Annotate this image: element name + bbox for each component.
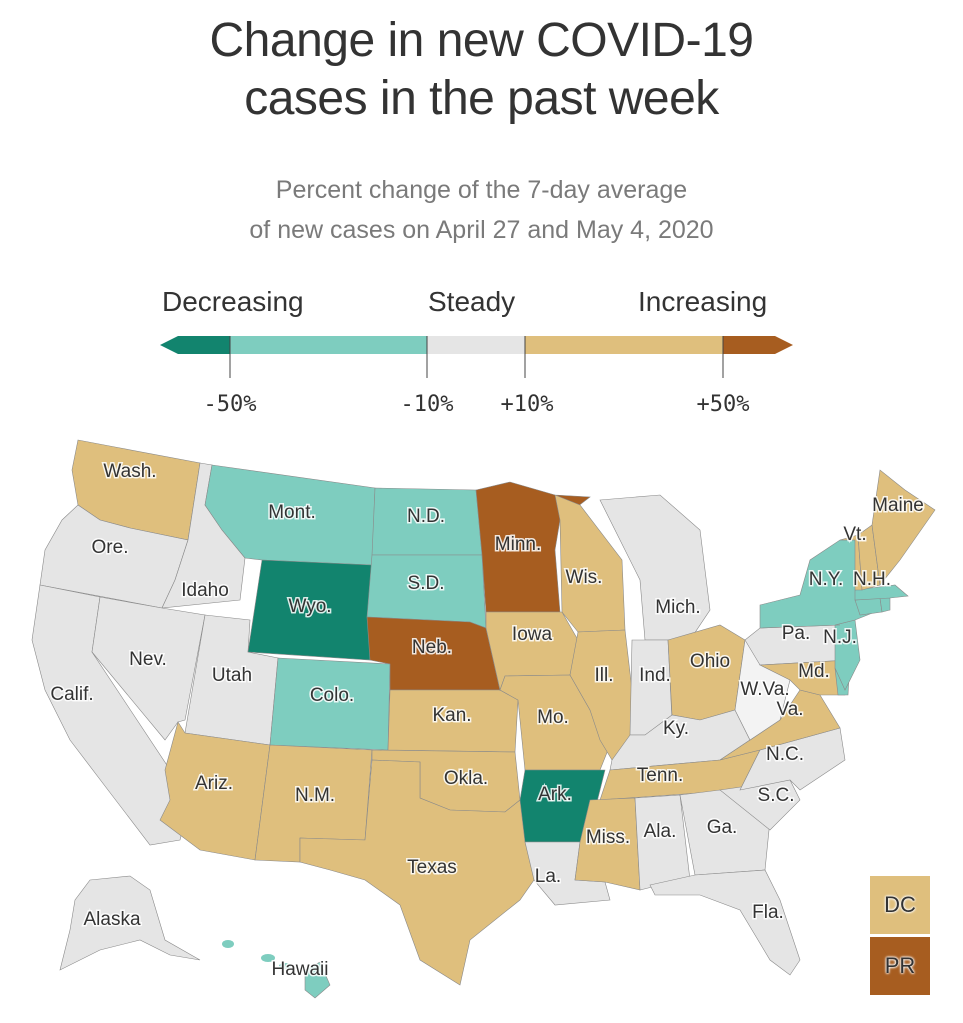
state-label-la: La. — [535, 866, 561, 887]
subtitle-line-1: Percent change of the 7-day average — [275, 176, 688, 204]
state-oh[interactable] — [667, 624, 746, 721]
state-label-ca: Calif. — [50, 684, 93, 705]
legend-bar: -50% -10% +10% +50% — [160, 336, 793, 417]
legend-bin-decrease — [230, 336, 427, 354]
state-label-tn: Tenn. — [637, 765, 683, 786]
state-nv[interactable] — [91, 596, 206, 741]
state-shapes — [31, 439, 936, 999]
state-label-in: Ind. — [639, 665, 671, 686]
state-label-ks: Kan. — [432, 705, 471, 726]
hawaii-island — [222, 940, 234, 948]
state-label-ms: Miss. — [586, 827, 630, 848]
territory-pr[interactable]: PR — [870, 937, 930, 995]
state-label-nv: Nev. — [129, 649, 167, 670]
state-label-or: Ore. — [92, 537, 129, 558]
subtitle-line-2: of new cases on April 27 and May 4, 2020 — [249, 216, 714, 244]
state-label-al: Ala. — [644, 821, 677, 842]
state-label-ar: Ark. — [538, 784, 572, 805]
state-label-pa: Pa. — [782, 623, 811, 644]
legend-label-increasing: Increasing — [638, 286, 768, 317]
state-label-oh: Ohio — [690, 651, 730, 672]
chart-subtitle: Percent change of the 7-day average of n… — [0, 170, 963, 250]
state-label-wy: Wyo. — [288, 596, 331, 617]
state-vt[interactable] — [839, 534, 863, 591]
state-label-mo: Mo. — [537, 707, 569, 728]
state-labels: Wash. Ore. Calif. Idaho Nev. Utah Ariz. Mont. Wy… — [49, 460, 926, 982]
state-label-wv: W.Va. — [740, 679, 789, 700]
state-label-nj: N.J. — [823, 627, 857, 648]
state-al[interactable] — [634, 794, 691, 891]
state-tx[interactable] — [299, 759, 535, 986]
state-label-az: Ariz. — [195, 773, 233, 794]
state-label-mn: Minn. — [495, 534, 541, 555]
legend-tick-label: -10% — [401, 392, 454, 417]
title-line-2: cases in the past week — [244, 72, 719, 125]
legend-tick-label: +50% — [697, 392, 750, 417]
state-label-mt: Mont. — [268, 502, 316, 523]
state-label-ny: N.Y. — [809, 569, 844, 590]
state-label-fl: Fla. — [752, 902, 784, 923]
hawaii-island — [261, 954, 275, 962]
state-fl[interactable] — [649, 869, 801, 976]
state-ma[interactable] — [854, 584, 909, 601]
state-label-co: Colo. — [310, 685, 354, 706]
state-hi[interactable] — [304, 961, 331, 999]
state-label-tx: Texas — [407, 857, 457, 878]
territory-dc-label: DC — [884, 892, 916, 917]
state-ct[interactable] — [854, 597, 883, 616]
state-label-ga: Ga. — [707, 817, 738, 838]
state-label-sd: S.D. — [408, 573, 445, 594]
state-ak[interactable] — [59, 875, 201, 971]
state-label-ky: Ky. — [663, 718, 689, 739]
state-label-nh: N.H. — [853, 569, 891, 590]
state-label-ia: Iowa — [512, 624, 553, 645]
us-map: Wash. Ore. Calif. Idaho Nev. Utah Ariz. Mont. Wy… — [31, 439, 936, 999]
state-ks[interactable] — [387, 689, 519, 753]
chart-title: Change in new COVID-19 cases in the past… — [0, 12, 963, 128]
state-label-wa: Wash. — [103, 461, 156, 482]
hawaii-island — [279, 963, 291, 969]
state-label-sc: S.C. — [758, 785, 795, 806]
state-me[interactable] — [871, 469, 936, 586]
territory-boxes: DC PR — [870, 876, 930, 998]
state-label-ut: Utah — [212, 665, 252, 686]
state-label-il: Ill. — [595, 665, 614, 686]
legend-label-decreasing: Decreasing — [162, 286, 304, 317]
legend-bin-increase — [525, 336, 723, 354]
state-ri[interactable] — [879, 597, 891, 613]
title-line-1: Change in new COVID-19 — [209, 14, 754, 67]
state-label-id: Idaho — [181, 580, 229, 601]
state-label-ak: Alaska — [83, 909, 140, 930]
state-label-nc: N.C. — [766, 744, 804, 765]
territory-dc[interactable]: DC — [870, 876, 930, 934]
state-label-md: Md. — [798, 661, 830, 682]
state-label-me: Maine — [872, 495, 924, 516]
state-label-nd: N.D. — [407, 506, 445, 527]
state-label-ne: Neb. — [412, 637, 452, 658]
territory-pr-label: PR — [884, 953, 916, 978]
legend-bin-strong-increase — [723, 336, 793, 354]
state-label-wi: Wis. — [566, 567, 603, 588]
state-label-mi: Mich. — [655, 597, 700, 618]
legend-label-steady: Steady — [428, 286, 516, 317]
state-label-hi: Hawaii — [271, 959, 328, 980]
state-label-va: Va. — [776, 699, 803, 720]
legend-bin-strong-decrease — [160, 336, 230, 354]
legend-tick-label: +10% — [501, 392, 554, 417]
state-label-nm: N.M. — [295, 785, 335, 806]
state-label-vt: Vt. — [843, 524, 866, 545]
state-label-ok: Okla. — [444, 768, 488, 789]
legend-tick-label: -50% — [204, 392, 257, 417]
color-legend: Decreasing Steady Increasing -50% -10% +… — [0, 280, 963, 420]
legend-bin-steady — [427, 336, 525, 354]
